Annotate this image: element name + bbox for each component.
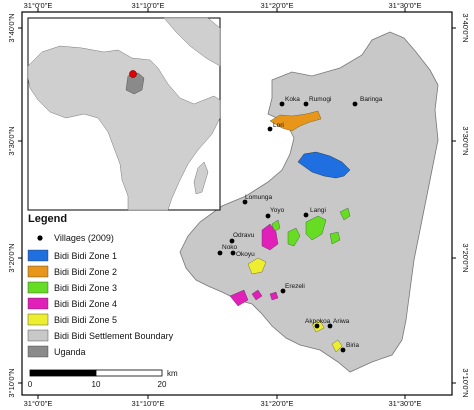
svg-text:Noko: Noko xyxy=(222,244,238,251)
legend-swatch-zone-3 xyxy=(27,281,49,294)
left-tick-label: 3°20'0"N xyxy=(7,243,16,272)
legend: Legend Villages (2009) Bidi Bidi Zone 1 … xyxy=(27,213,174,358)
right-tick-label: 3°20'0"N xyxy=(461,243,470,272)
villages-layer: Koka Rumogi Baringa Lori Lomunga Yoyo La… xyxy=(217,96,383,353)
legend-item-label: Villages (2009) xyxy=(54,233,114,243)
svg-text:Langi: Langi xyxy=(310,207,326,214)
top-tick-label: 31°10'0"E xyxy=(132,1,165,10)
bottom-tick-label: 31°20'0"E xyxy=(261,399,294,408)
legend-item-label: Bidi Bidi Zone 3 xyxy=(54,283,117,293)
scale-bar-segment-white xyxy=(95,369,163,377)
village-koka: Koka xyxy=(279,96,300,107)
svg-text:Akpokoa: Akpokoa xyxy=(305,318,331,325)
scale-bar-segment-black xyxy=(29,369,97,377)
svg-text:Biria: Biria xyxy=(346,342,359,349)
village-lomunga: Lomunga xyxy=(242,194,272,205)
scale-bar-label: 10 xyxy=(92,380,101,389)
inset-uganda-area xyxy=(125,72,145,95)
right-tick-label: 3°40'0"N xyxy=(461,13,470,42)
village-lori: Lori xyxy=(267,122,284,132)
inset-location-marker xyxy=(129,70,137,78)
left-tick-label: 3°30'0"N xyxy=(7,126,16,155)
top-tick-label: 31°30'0"E xyxy=(389,1,422,10)
svg-text:Baringa: Baringa xyxy=(360,96,383,103)
legend-swatch-uganda xyxy=(27,345,49,358)
village-rumogi: Rumogi xyxy=(303,96,331,107)
village-biria: Biria xyxy=(340,342,359,353)
legend-swatch-zone-1 xyxy=(27,249,49,262)
zone-5-areas xyxy=(247,257,343,353)
zone-4-areas xyxy=(229,223,279,307)
svg-text:Ariwa: Ariwa xyxy=(333,318,350,325)
bottom-tick-label: 31°0'0"E xyxy=(24,399,53,408)
bottom-tick-label: 31°10'0"E xyxy=(132,399,165,408)
village-noko: Noko xyxy=(217,244,238,256)
inset-africa-landmass xyxy=(27,45,221,211)
top-tick-label: 31°20'0"E xyxy=(261,1,294,10)
left-tick-label: 3°40'0"N xyxy=(7,13,16,42)
legend-item-label: Bidi Bidi Zone 4 xyxy=(54,299,117,309)
settlement-boundary xyxy=(179,31,439,373)
legend-item-label: Bidi Bidi Zone 5 xyxy=(54,315,117,325)
inset-map xyxy=(27,17,221,211)
legend-item-label: Bidi Bidi Zone 1 xyxy=(54,251,117,261)
legend-item-label: Uganda xyxy=(54,347,86,357)
legend-village-symbol xyxy=(37,235,43,241)
top-tick-label: 31°0'0"E xyxy=(24,1,53,10)
scale-bar-unit: km xyxy=(167,369,178,378)
graticule-ticks xyxy=(18,8,456,399)
legend-swatch-zone-4 xyxy=(27,297,49,310)
svg-text:Rumogi: Rumogi xyxy=(309,96,331,103)
village-okoyu: Okoyu xyxy=(230,250,255,258)
legend-title: Legend xyxy=(28,213,67,225)
right-tick-label: 3°10'0"N xyxy=(461,368,470,397)
svg-text:Lomunga: Lomunga xyxy=(245,194,272,201)
right-tick-label: 3°30'0"N xyxy=(461,126,470,155)
svg-text:Lori: Lori xyxy=(273,122,284,129)
village-akpokoa: Akpokoa xyxy=(305,318,331,329)
legend-item-label: Bidi Bidi Settlement Boundary xyxy=(54,331,174,341)
village-yoyo: Yoyo xyxy=(265,207,285,219)
village-odravu: Odravu xyxy=(229,232,255,244)
village-langi: Langi xyxy=(303,207,326,218)
scale-bar-label: 20 xyxy=(158,380,167,389)
legend-swatch-zone-5 xyxy=(27,313,49,326)
svg-text:Koka: Koka xyxy=(285,96,300,103)
zone-3-areas xyxy=(271,207,351,247)
zone-1-area xyxy=(297,151,351,179)
village-baringa: Baringa xyxy=(352,96,383,107)
scale-bar-label: 0 xyxy=(28,380,33,389)
bottom-tick-label: 31°30'0"E xyxy=(389,399,422,408)
legend-swatch-boundary xyxy=(27,329,49,342)
svg-text:Odravu: Odravu xyxy=(233,232,255,239)
svg-text:Yoyo: Yoyo xyxy=(270,207,285,214)
inset-madagascar xyxy=(193,161,209,195)
svg-text:Erezeli: Erezeli xyxy=(285,283,305,290)
legend-item-label: Bidi Bidi Zone 2 xyxy=(54,267,117,277)
scale-bar: 0 10 20 km xyxy=(28,369,178,389)
legend-swatch-zone-2 xyxy=(27,265,49,278)
left-tick-label: 3°10'0"N xyxy=(7,368,16,397)
inset-arabia-landmass xyxy=(163,17,221,67)
zone-2-area xyxy=(269,110,322,132)
village-ariwa: Ariwa xyxy=(327,318,350,329)
svg-text:Okoyu: Okoyu xyxy=(236,251,255,258)
village-erezeli: Erezeli xyxy=(280,283,305,294)
